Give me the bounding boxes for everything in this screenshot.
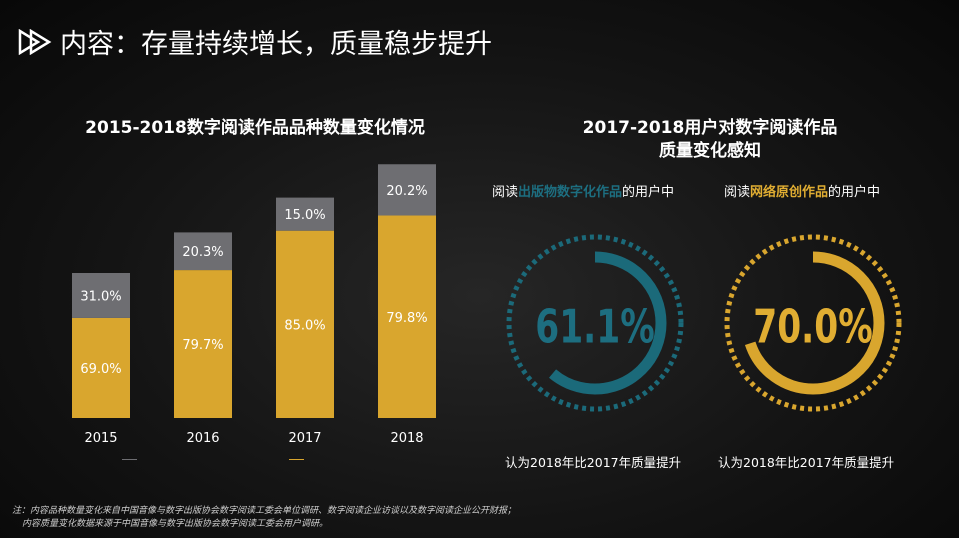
caption-highlight: 网络原创作品: [750, 185, 829, 200]
caption-highlight: 出版物数字化作品: [518, 185, 623, 200]
bar-label-publication: 31.0%: [80, 289, 121, 304]
bar-segment-publication: [276, 197, 334, 231]
page-title: 内容：存量持续增长，质量稳步提升: [60, 29, 492, 60]
donut-chart-original: 70.0%: [724, 234, 902, 412]
bar-segment-original: [72, 317, 130, 418]
x-tick-label: 2015: [84, 431, 117, 446]
donut-value-label: 61.1%: [535, 299, 654, 353]
footnote-line2: 内容质量变化数据来源于中国音像与数字出版协会数字阅读工委会用户调研。: [22, 519, 329, 529]
bar-label-original: 79.7%: [182, 338, 223, 353]
bar-segment-publication: [378, 164, 436, 216]
bar-label-original: 69.0%: [80, 362, 121, 377]
donut-chart-publication: 61.1%: [506, 234, 684, 412]
bar-segment-publication: [174, 232, 232, 271]
stacked-bar-chart: 69.0% 31.0% 2015 79.7% 20.3% 2016 85.0% 15.0% 20…: [72, 164, 436, 460]
donut-progress-arc: [523, 251, 667, 395]
bar-chart-title: 2015-2018数字阅读作品品种数量变化情况: [85, 118, 425, 138]
footnote-line1: 注：内容品种数量变化来自中国音像与数字出版协会数字阅读工委会单位调研、数字阅读企…: [12, 506, 517, 516]
x-tick-label: 2016: [186, 431, 219, 446]
x-tick-label: 2018: [390, 431, 423, 446]
legend-swatch-original: [289, 459, 304, 460]
legend-swatch-publication: [122, 459, 137, 460]
caption-pre: 阅读: [724, 185, 751, 200]
caption-post: 的用户中: [622, 185, 675, 200]
caption-post: 的用户中: [828, 185, 881, 200]
x-tick-label: 2017: [288, 431, 321, 446]
donut-outer-dotted-ring: [506, 234, 684, 412]
donut-caption-original: 阅读网络原创作品的用户中: [724, 181, 880, 200]
title-arrow-icon: [18, 29, 52, 55]
bar-label-original: 79.8%: [386, 311, 427, 326]
bar-segment-original: [378, 215, 436, 418]
donut-footer-publication: 认为2018年比2017年质量提升: [505, 455, 682, 470]
bar-segment-publication: [72, 273, 130, 318]
bar-segment-original: [276, 230, 334, 418]
bar-label-publication: 20.3%: [182, 245, 223, 260]
donut-chart-title-line1: 2017-2018用户对数字阅读作品: [582, 118, 838, 138]
donut-caption-publication: 阅读出版物数字化作品的用户中: [492, 181, 674, 200]
footnote: 注：内容品种数量变化来自中国音像与数字出版协会数字阅读工委会单位调研、数字阅读企…: [12, 505, 516, 531]
bar-label-original: 85.0%: [284, 318, 325, 333]
caption-pre: 阅读: [492, 185, 519, 200]
donut-chart-title-line2: 质量变化感知: [659, 141, 761, 161]
donut-outer-dotted-ring: [724, 234, 902, 412]
bar-segment-original: [174, 270, 232, 418]
donut-footer-original: 认为2018年比2017年质量提升: [718, 455, 895, 470]
bar-label-publication: 15.0%: [284, 208, 325, 223]
donut-progress-arc: [741, 251, 885, 395]
donut-value-label: 70.0%: [753, 299, 872, 353]
bar-label-publication: 20.2%: [386, 184, 427, 199]
